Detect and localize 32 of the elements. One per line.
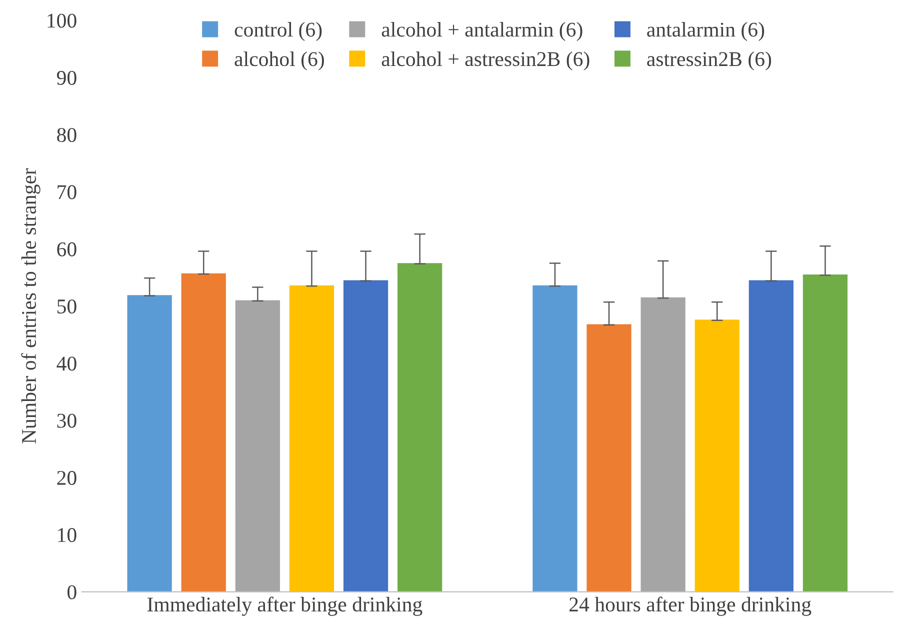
bar	[127, 295, 172, 592]
y-tick-label: 10	[58, 528, 76, 542]
legend-label: antalarmin (6)	[647, 22, 764, 41]
y-tick-label: 80	[57, 128, 76, 142]
y-tick-label: 40	[56, 356, 76, 371]
bar	[289, 285, 334, 592]
y-tick-label: 50	[58, 299, 76, 314]
bar	[181, 273, 226, 592]
legend-label: alcohol + antalarmin (6)	[382, 22, 582, 41]
x-tick-label: Immediately after binge drinking	[147, 596, 422, 616]
legend-label: alcohol + astressin2B (6)	[382, 51, 590, 70]
bar	[532, 285, 578, 592]
bar	[694, 320, 740, 592]
y-tick-label: 60	[57, 242, 76, 256]
legend-label: control (6)	[234, 22, 322, 41]
y-tick-label: 100	[48, 14, 76, 28]
bar	[802, 274, 848, 592]
y-tick-label: 30	[57, 414, 76, 428]
bar	[398, 263, 442, 592]
y-tick-label: 70	[58, 185, 76, 200]
legend-label: astressin2B (6)	[647, 51, 772, 70]
bar	[748, 280, 794, 592]
y-tick-label: 0	[68, 585, 76, 600]
bar	[586, 324, 632, 592]
bar	[640, 297, 686, 592]
x-tick-label: 24 hours after binge drinking	[569, 596, 812, 616]
legend-label: alcohol (6)	[234, 51, 324, 70]
bar	[343, 280, 388, 592]
y-tick-label: 20	[57, 470, 76, 485]
y-axis-title: Number of entries to the stranger	[21, 168, 40, 444]
y-tick-label: 90	[56, 70, 76, 85]
bar	[235, 300, 280, 592]
